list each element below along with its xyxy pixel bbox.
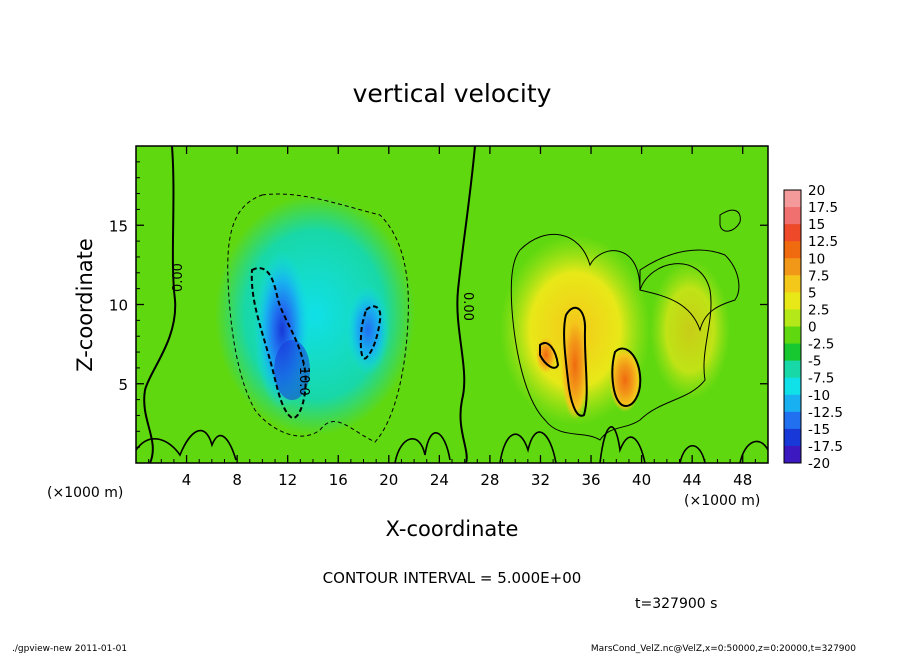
contour-dashed-outer [227, 193, 409, 443]
x-tick-label: 32 [531, 471, 550, 489]
colorbar-level-label: 0 [808, 320, 817, 336]
x-tick-label: 28 [480, 471, 499, 489]
x-axis-label: X-coordinate [386, 517, 519, 541]
colorbar-level-label: 20 [808, 183, 825, 199]
contour-zero-central [456, 146, 476, 463]
colorbar-swatch [784, 445, 801, 464]
colorbar-swatch [784, 343, 801, 362]
contour-dashed-core-1 [250, 267, 307, 419]
x-tick-label: 44 [683, 471, 702, 489]
contour-label-central: 0.00 [460, 292, 475, 321]
contour-label-core: -10.0 [296, 362, 311, 396]
colorbar-level-label: 7.5 [808, 268, 829, 284]
footer-right: MarsCond_VelZ.nc@VelZ,x=0:50000,z=0:2000… [591, 644, 856, 654]
colorbar-swatch [784, 258, 801, 276]
y-axis-label: Z-coordinate [73, 238, 97, 372]
contour-dashed-core-2 [359, 305, 382, 360]
updraft-region-east [650, 260, 730, 400]
updraft-core-2 [609, 348, 641, 412]
colorbar-level-label: -17.5 [808, 439, 843, 455]
colorbar-swatch [784, 292, 801, 310]
colorbar-swatch [784, 241, 801, 259]
colorbar-level-label: -15 [808, 422, 830, 438]
contour-labels: 0.00 0.00 -10.0 [171, 263, 475, 396]
x-unit-left: (×1000 m) [47, 485, 123, 501]
colorbar-level-label: 12.5 [808, 234, 838, 250]
downdraft-core-2 [346, 285, 390, 375]
contour-updraft-core-2 [611, 347, 642, 407]
colorbar-swatch [784, 360, 801, 379]
y-tick-label: 5 [118, 376, 128, 394]
x-axis: 4 8 12 16 20 24 28 32 36 40 44 48 [148, 146, 756, 489]
colorbar-swatch [784, 411, 801, 430]
x-tick-label: 48 [733, 471, 752, 489]
x-tick-label: 16 [329, 471, 348, 489]
x-tick-label: 12 [278, 471, 297, 489]
colorbar-level-label: 2.5 [808, 302, 829, 318]
x-tick-label: 20 [379, 471, 398, 489]
chart-title: vertical velocity [353, 79, 552, 108]
contour-lines [136, 146, 768, 463]
contour-surface-ripples [136, 426, 768, 463]
colorbar-swatch [784, 190, 801, 208]
contour-updraft-east-cell [719, 209, 741, 232]
contour-updraft-outer [510, 234, 712, 441]
colorbar-level-label: -7.5 [808, 371, 834, 387]
colorbar-level-label: 5 [808, 285, 817, 301]
x-tick-label: 40 [632, 471, 651, 489]
colorbar-level-label: 10 [808, 251, 825, 267]
colorbar-level-label: -2.5 [808, 337, 834, 353]
colorbar-frame [783, 189, 802, 464]
y-tick-label: 15 [109, 217, 128, 235]
y-tick-label: 10 [109, 297, 128, 315]
x-tick-label: 8 [232, 471, 242, 489]
contour-interval-text: CONTOUR INTERVAL = 5.000E+00 [323, 569, 582, 587]
x-tick-label: 36 [581, 471, 600, 489]
colorbar-swatch [784, 394, 801, 413]
footer-left: ./gpview-new 2011-01-01 [12, 644, 127, 654]
velocity-field: 0.00 0.00 -10.0 [136, 146, 768, 463]
contour-updraft-east-lobe [639, 249, 740, 332]
colorbar-swatch [784, 275, 801, 293]
x-tick-label: 24 [430, 471, 449, 489]
colorbar-swatch [784, 309, 801, 327]
colorbar-swatch [784, 377, 801, 396]
colorbar-level-label: -10 [808, 388, 830, 404]
colorbar-swatch [784, 207, 801, 225]
contour-updraft-core-3 [539, 342, 560, 369]
colorbar-level-label: -12.5 [808, 405, 843, 421]
colorbar-level-label: -20 [808, 456, 830, 472]
colorbar-level-label: 15 [808, 217, 825, 233]
colorbar-swatch [784, 428, 801, 447]
contour-label-west: 0.00 [171, 263, 186, 292]
y-axis: 5 10 15 [109, 161, 768, 448]
contour-zero-west [143, 146, 177, 463]
colorbar-swatch [784, 326, 801, 345]
colorbar-swatch [784, 224, 801, 242]
x-unit-right: (×1000 m) [684, 493, 760, 509]
contour-updraft-core-1 [563, 306, 588, 417]
time-text: t=327900 s [635, 596, 717, 612]
x-tick-label: 4 [182, 471, 192, 489]
colorbar-level-label: -5 [808, 354, 821, 370]
colorbar-level-label: 17.5 [808, 200, 838, 216]
updraft-core-1 [561, 310, 589, 420]
